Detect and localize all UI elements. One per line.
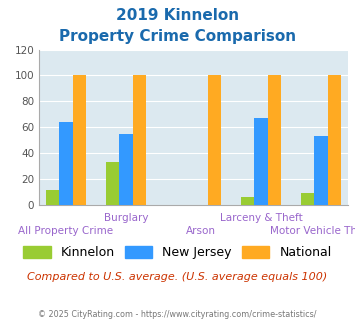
Bar <box>119 134 133 205</box>
Bar <box>106 162 119 205</box>
Text: Arson: Arson <box>186 226 216 236</box>
Text: All Property Crime: All Property Crime <box>18 226 114 236</box>
Bar <box>268 75 281 205</box>
Bar <box>208 75 221 205</box>
Legend: Kinnelon, New Jersey, National: Kinnelon, New Jersey, National <box>18 241 337 264</box>
Bar <box>241 197 254 205</box>
Bar <box>254 118 268 205</box>
Bar <box>59 122 73 205</box>
Bar <box>301 193 314 205</box>
Bar <box>328 75 341 205</box>
Text: Compared to U.S. average. (U.S. average equals 100): Compared to U.S. average. (U.S. average … <box>27 272 328 282</box>
Text: Property Crime Comparison: Property Crime Comparison <box>59 29 296 44</box>
Text: 2019 Kinnelon: 2019 Kinnelon <box>116 8 239 23</box>
Text: Larceny & Theft: Larceny & Theft <box>219 213 302 223</box>
Bar <box>73 75 86 205</box>
Bar <box>314 136 328 205</box>
Text: © 2025 CityRating.com - https://www.cityrating.com/crime-statistics/: © 2025 CityRating.com - https://www.city… <box>38 310 317 319</box>
Text: Burglary: Burglary <box>104 213 148 223</box>
Bar <box>46 190 59 205</box>
Bar <box>133 75 146 205</box>
Text: Motor Vehicle Theft: Motor Vehicle Theft <box>271 226 355 236</box>
